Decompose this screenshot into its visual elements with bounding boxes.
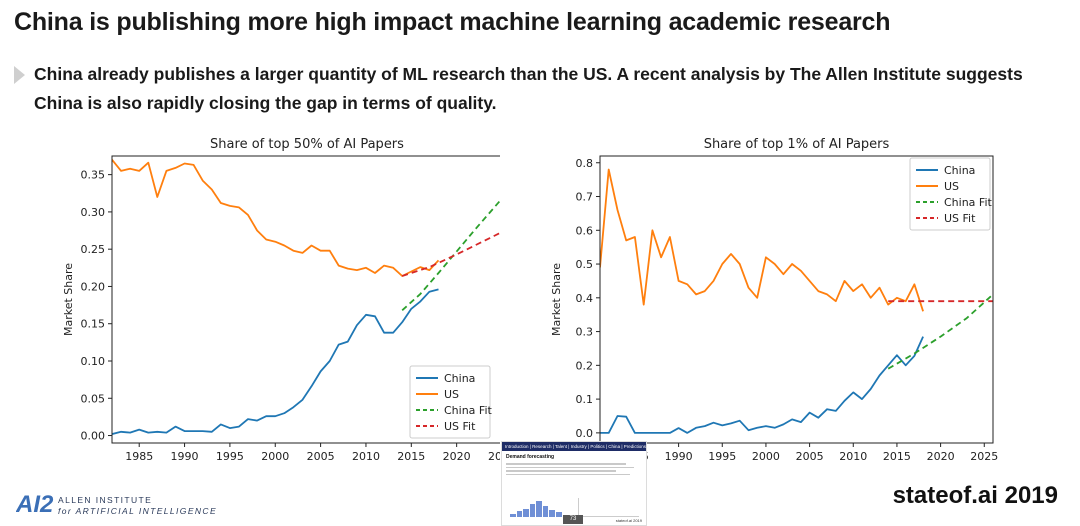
brand-label: stateof.ai 2019	[892, 482, 1058, 509]
legend-label: US Fit	[444, 420, 476, 433]
logo-line-2: for ARTIFICIAL INTELLIGENCE	[58, 506, 218, 516]
chart-top-50-percent: Share of top 50% of AI Papers Market Shar…	[62, 137, 500, 463]
series-line-china-fit	[887, 293, 993, 370]
legend-label: US Fit	[944, 212, 976, 225]
y-tick-label: 0.35	[81, 169, 106, 182]
series-line-china	[112, 288, 439, 435]
thumbnail-heading: Demand forecasting	[506, 454, 555, 460]
series-line-us	[112, 159, 440, 277]
legend-label: US	[944, 180, 959, 193]
slide-thumbnail[interactable]: Introduction | Research | Talent | Indus…	[501, 441, 647, 526]
y-axis-label: Market Share	[62, 263, 75, 336]
x-tick-label: 2020	[927, 450, 955, 463]
x-tick-label: 2015	[883, 450, 911, 463]
plot-frame	[599, 155, 994, 444]
allen-institute-logo: AI2 ALLEN INSTITUTE for ARTIFICIAL INTEL…	[16, 488, 216, 518]
plot-frame	[111, 155, 500, 444]
y-tick-label: 0.5	[576, 258, 594, 271]
thumbnail-nav: Introduction | Research | Talent | Indus…	[502, 442, 646, 451]
x-tick-label: 2000	[261, 450, 289, 463]
legend-label: China	[444, 372, 475, 385]
y-tick-label: 0.05	[81, 392, 106, 405]
x-tick-label: 2020	[443, 450, 471, 463]
logo-line-1: ALLEN INSTITUTE	[58, 495, 153, 505]
legend-label: China Fit	[944, 196, 993, 209]
y-axis-label: Market Share	[552, 263, 563, 336]
y-tick-label: 0.30	[81, 206, 106, 219]
y-tick-label: 0.3	[576, 326, 594, 339]
x-tick-label: 1985	[125, 450, 153, 463]
series-line-china	[600, 336, 924, 434]
legend-box	[409, 365, 491, 439]
x-tick-label: 1995	[216, 450, 244, 463]
thumbnail-brand: stateof.ai 2019	[615, 518, 642, 523]
page-number: 73	[563, 515, 583, 524]
thumbnail-line-chart	[578, 498, 639, 517]
legend: China US China Fit US Fit	[409, 365, 493, 439]
legend: China US China Fit US Fit	[909, 157, 993, 231]
x-tick-label: 1995	[708, 450, 736, 463]
y-tick-label: 0.6	[576, 224, 594, 237]
summary-text: China already publishes a larger quantit…	[34, 64, 1023, 113]
x-tick-label: 1990	[171, 450, 199, 463]
x-tick-label: 2025	[488, 450, 500, 463]
legend-label: US	[444, 388, 459, 401]
ai2-logo-icon: AI2	[16, 491, 54, 518]
bullet-arrow-icon	[14, 66, 25, 84]
x-tick-label: 1990	[665, 450, 693, 463]
slide-title: China is publishing more high impact mac…	[14, 8, 891, 36]
y-tick-label: 0.7	[576, 191, 594, 204]
legend-box	[909, 157, 991, 231]
x-tick-label: 2015	[397, 450, 425, 463]
ai2-logo-text: AI2	[16, 491, 54, 518]
y-tick-label: 0.4	[576, 292, 594, 305]
legend-label: China Fit	[444, 404, 493, 417]
summary-bullet: China already publishes a larger quantit…	[14, 60, 1064, 118]
x-tick-label: 2000	[752, 450, 780, 463]
series-line-us-fit	[401, 231, 500, 277]
plot-area	[112, 159, 500, 435]
chart-title: Share of top 1% of AI Papers	[704, 137, 890, 152]
chart-title: Share of top 50% of AI Papers	[210, 137, 404, 152]
y-tick-label: 0.25	[81, 243, 106, 256]
y-tick-label: 0.10	[81, 355, 106, 368]
legend-label: China	[944, 164, 975, 177]
y-tick-label: 0.0	[576, 427, 594, 440]
y-tick-label: 0.1	[576, 393, 594, 406]
thumbnail-bar-chart	[510, 501, 569, 517]
y-tick-label: 0.15	[81, 318, 106, 331]
plot-area	[600, 168, 993, 434]
x-tick-label: 2010	[839, 450, 867, 463]
x-tick-label: 2005	[307, 450, 335, 463]
y-tick-label: 0.2	[576, 359, 594, 372]
y-tick-label: 0.00	[81, 430, 106, 443]
y-tick-label: 0.8	[576, 157, 594, 170]
x-tick-label: 2010	[352, 450, 380, 463]
chart-top-1-percent: Share of top 1% of AI Papers Market Share…	[552, 137, 998, 463]
series-line-china-fit	[401, 199, 500, 311]
series-line-us	[600, 168, 924, 312]
y-tick-label: 0.20	[81, 280, 106, 293]
x-tick-label: 2005	[796, 450, 824, 463]
x-tick-label: 2025	[970, 450, 998, 463]
